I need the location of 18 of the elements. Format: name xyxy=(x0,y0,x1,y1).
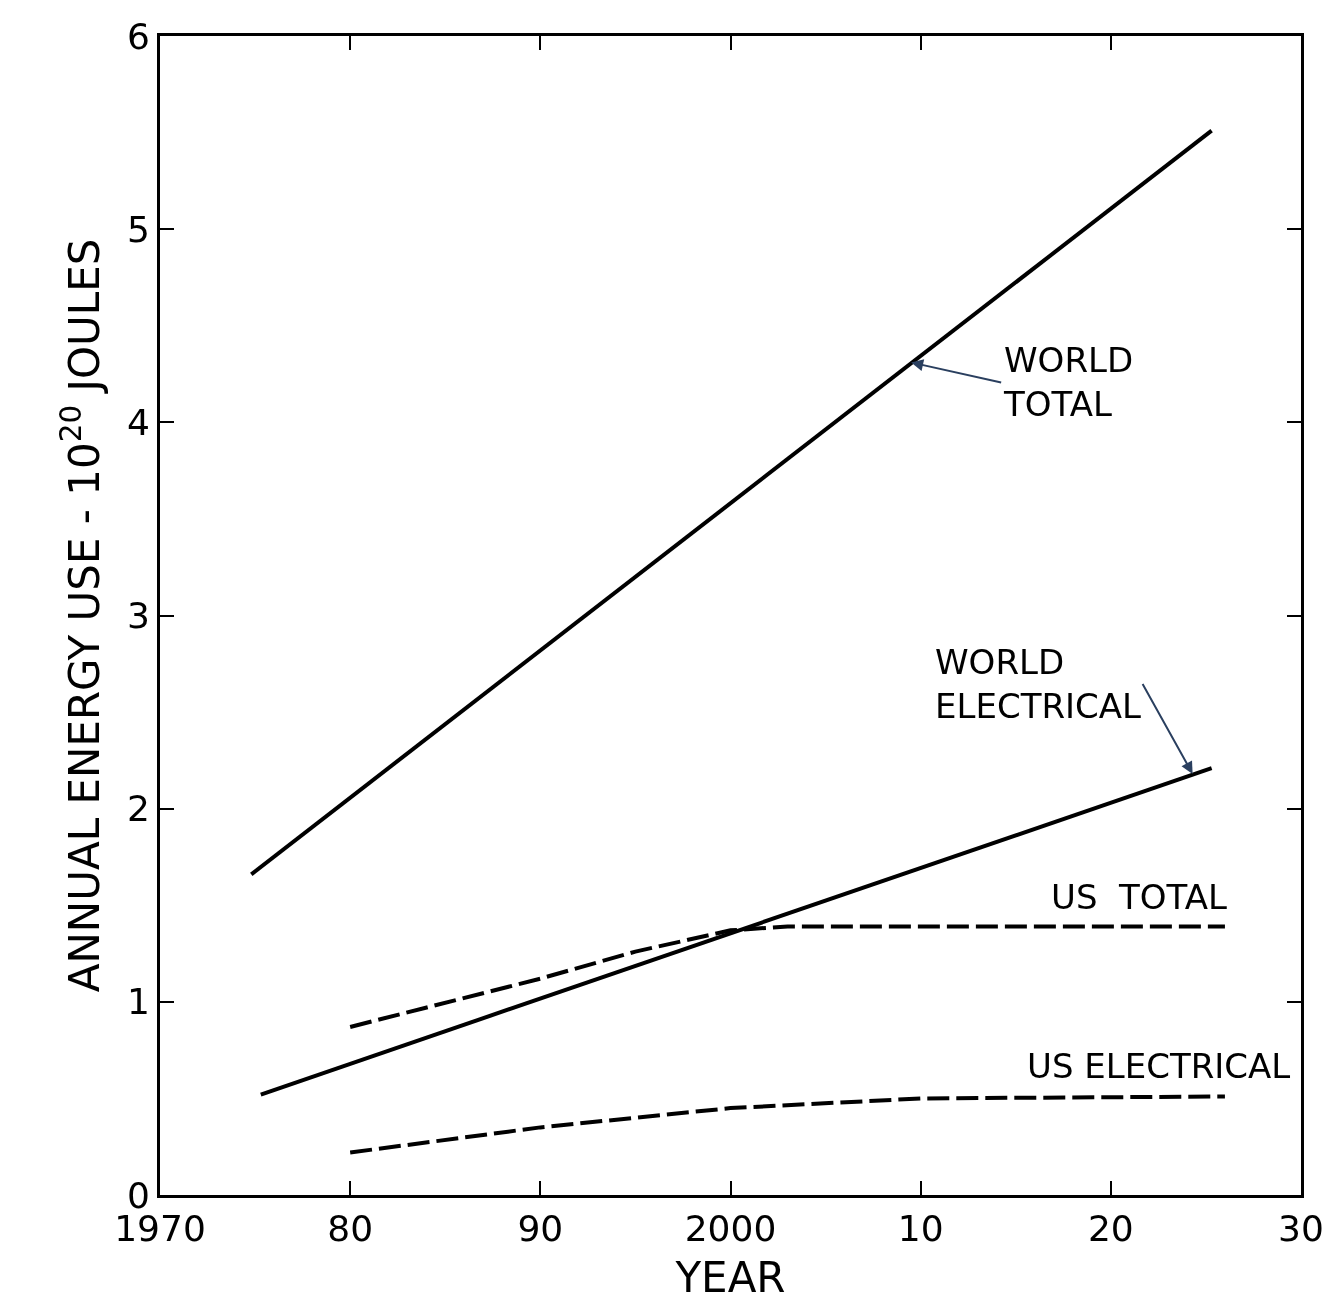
annotation: US ELECTRICAL xyxy=(1027,1046,1291,1086)
x-tick-label: 10 xyxy=(897,1208,944,1250)
y-tick-label: 3 xyxy=(126,595,150,637)
annotation: WORLD TOTAL xyxy=(1003,340,1134,425)
annotation: WORLD ELECTRICAL xyxy=(935,642,1142,727)
y-tick-label: 6 xyxy=(126,15,150,57)
y-tick-label: 1 xyxy=(126,981,150,1023)
y-tick-label: 2 xyxy=(126,788,150,830)
y-tick-label: 4 xyxy=(126,401,150,443)
x-tick-label: 80 xyxy=(327,1208,374,1250)
annotation: US TOTAL xyxy=(1051,877,1227,917)
line-series xyxy=(348,1094,1227,1155)
y-tick-label: 5 xyxy=(126,208,150,250)
x-tick-label: 20 xyxy=(1087,1208,1134,1250)
x-tick-label: 30 xyxy=(1278,1208,1324,1250)
x-tick-label: 2000 xyxy=(684,1208,777,1250)
x-tick-label: 90 xyxy=(517,1208,564,1250)
x-axis-title: YEAR xyxy=(674,1253,786,1303)
